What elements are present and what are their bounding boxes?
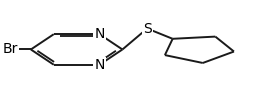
Text: N: N <box>94 58 104 72</box>
Text: Br: Br <box>2 42 18 56</box>
Text: N: N <box>94 27 104 41</box>
Text: S: S <box>142 22 151 36</box>
